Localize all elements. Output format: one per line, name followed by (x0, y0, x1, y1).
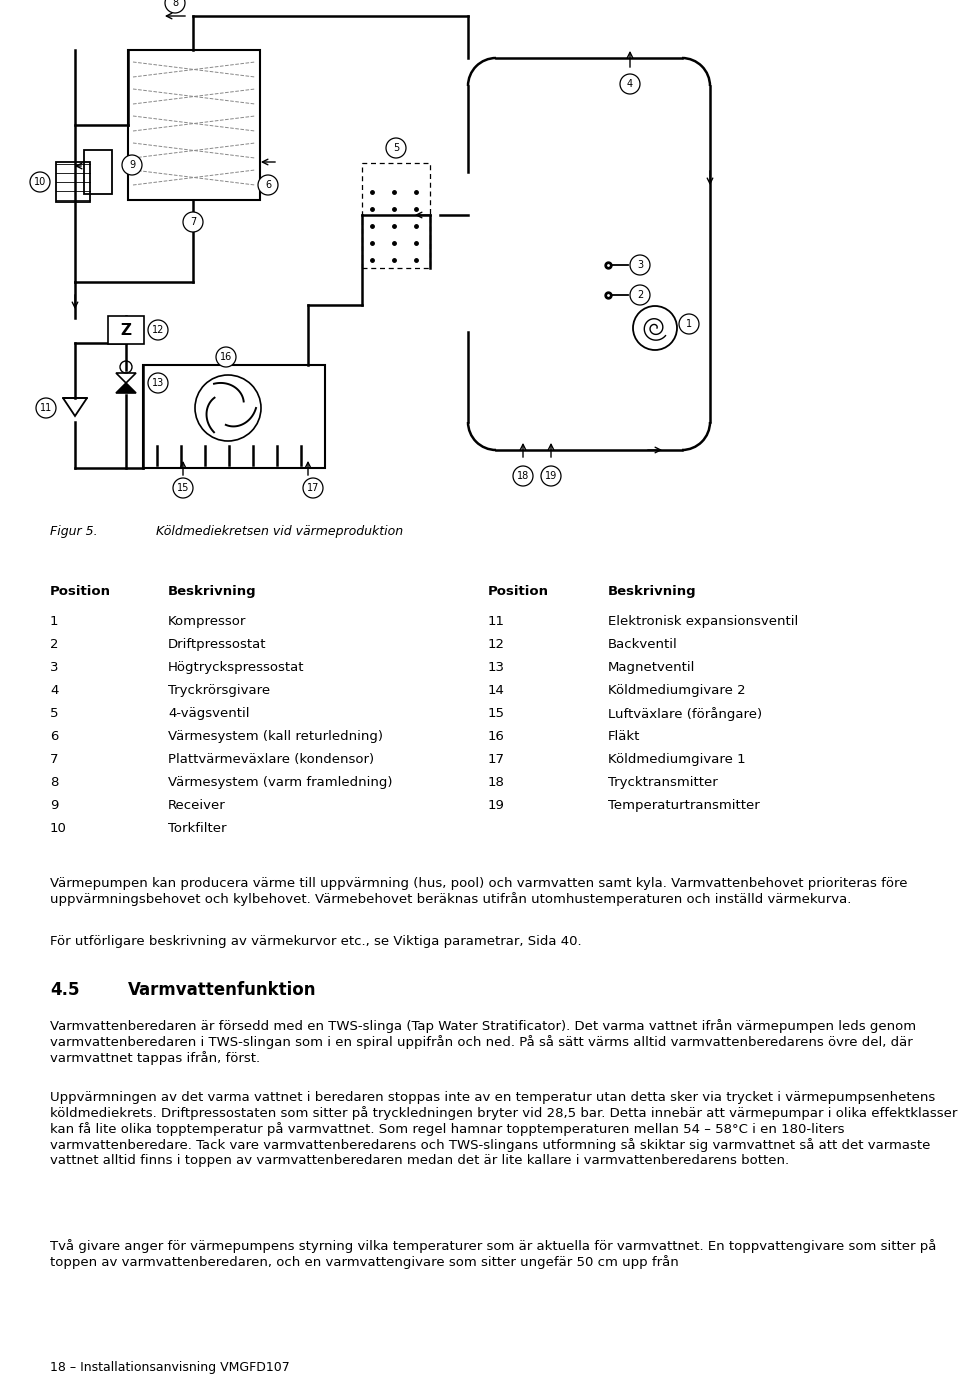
Bar (362, 162, 430, 268)
Text: 6: 6 (50, 730, 59, 743)
Text: Z: Z (121, 322, 132, 337)
Text: Receiver: Receiver (168, 799, 226, 812)
Circle shape (620, 74, 640, 94)
Text: 18: 18 (488, 776, 505, 788)
Text: 17: 17 (488, 754, 505, 766)
Text: Köldmediumgivare 1: Köldmediumgivare 1 (608, 754, 746, 766)
Text: Backventil: Backventil (608, 638, 678, 651)
Text: 3: 3 (50, 661, 59, 675)
Circle shape (165, 0, 185, 12)
Text: 11: 11 (40, 403, 52, 414)
Text: 12: 12 (488, 638, 505, 651)
Text: Beskrivning: Beskrivning (608, 584, 697, 598)
Text: 18 – Installationsanvisning VMGFD107: 18 – Installationsanvisning VMGFD107 (50, 1362, 290, 1374)
Bar (128, 50, 260, 200)
Text: Varmvattenfunktion: Varmvattenfunktion (128, 981, 317, 999)
Text: 4: 4 (627, 79, 633, 89)
Text: 7: 7 (190, 217, 196, 228)
Circle shape (183, 212, 203, 232)
Bar (56, 162, 90, 203)
Text: Trycktransmitter: Trycktransmitter (608, 776, 718, 788)
Text: Beskrivning: Beskrivning (168, 584, 256, 598)
Circle shape (148, 321, 168, 340)
Text: Köldmediumgivare 2: Köldmediumgivare 2 (608, 684, 746, 697)
Circle shape (386, 137, 406, 158)
Text: Temperaturtransmitter: Temperaturtransmitter (608, 799, 759, 812)
Text: 13: 13 (488, 661, 505, 675)
Bar (143, 365, 325, 468)
Text: 2: 2 (50, 638, 59, 651)
Text: Varmvattenberedaren är försedd med en TWS-slinga (Tap Water Stratificator). Det : Varmvattenberedaren är försedd med en TW… (50, 1019, 916, 1066)
Text: 18: 18 (516, 471, 529, 482)
Text: 16: 16 (488, 730, 505, 743)
Text: 13: 13 (152, 378, 164, 389)
Text: 5: 5 (393, 143, 399, 153)
Circle shape (679, 314, 699, 335)
Text: 8: 8 (50, 776, 59, 788)
Text: 15: 15 (177, 483, 189, 493)
Text: Två givare anger för värmepumpens styrning vilka temperaturer som är aktuella fö: Två givare anger för värmepumpens styrni… (50, 1239, 936, 1269)
Text: Fläkt: Fläkt (608, 730, 640, 743)
Text: Uppvärmningen av det varma vattnet i beredaren stoppas inte av en temperatur uta: Uppvärmningen av det varma vattnet i ber… (50, 1091, 957, 1167)
Text: Tryckrörsgivare: Tryckrörsgivare (168, 684, 270, 697)
Circle shape (303, 477, 323, 498)
Text: 9: 9 (50, 799, 59, 812)
Circle shape (513, 466, 533, 486)
Text: 6: 6 (265, 180, 271, 190)
Text: 10: 10 (34, 178, 46, 187)
Text: Kompressor: Kompressor (168, 615, 247, 627)
Text: 17: 17 (307, 483, 319, 493)
Text: 15: 15 (488, 706, 505, 720)
Text: 3: 3 (636, 260, 643, 271)
Circle shape (148, 373, 168, 393)
Circle shape (30, 172, 50, 192)
Text: Luftväxlare (förångare): Luftväxlare (förångare) (608, 706, 762, 720)
Text: Driftpressostat: Driftpressostat (168, 638, 267, 651)
Bar (108, 316, 144, 344)
Text: 1: 1 (50, 615, 59, 627)
Circle shape (630, 285, 650, 305)
Text: För utförligare beskrivning av värmekurvor etc., se Viktiga parametrar, Sida 40.: För utförligare beskrivning av värmekurv… (50, 936, 582, 948)
Text: 4-vägsventil: 4-vägsventil (168, 706, 250, 720)
Text: Värmesystem (kall returledning): Värmesystem (kall returledning) (168, 730, 383, 743)
Text: Värmesystem (varm framledning): Värmesystem (varm framledning) (168, 776, 393, 788)
Text: Position: Position (50, 584, 111, 598)
Text: 9: 9 (129, 160, 135, 169)
Text: Figur 5.: Figur 5. (50, 525, 98, 539)
Text: 19: 19 (488, 799, 505, 812)
Text: 14: 14 (488, 684, 505, 697)
Bar (84, 150, 112, 194)
Text: 11: 11 (488, 615, 505, 627)
Text: Köldmediekretsen vid värmeproduktion: Köldmediekretsen vid värmeproduktion (148, 525, 403, 539)
Circle shape (630, 255, 650, 275)
Circle shape (36, 398, 56, 418)
Text: 10: 10 (50, 822, 67, 836)
Text: 16: 16 (220, 353, 232, 362)
Text: Elektronisk expansionsventil: Elektronisk expansionsventil (608, 615, 799, 627)
Polygon shape (116, 383, 136, 393)
Circle shape (258, 175, 278, 194)
Circle shape (122, 155, 142, 175)
Text: 2: 2 (636, 290, 643, 300)
Circle shape (173, 477, 193, 498)
Text: 12: 12 (152, 325, 164, 335)
Text: 8: 8 (172, 0, 178, 8)
Text: Magnetventil: Magnetventil (608, 661, 695, 675)
Text: 7: 7 (50, 754, 59, 766)
Text: Torkfilter: Torkfilter (168, 822, 227, 836)
Text: 4.5: 4.5 (50, 981, 80, 999)
Circle shape (541, 466, 561, 486)
Text: Plattvärmeväxlare (kondensor): Plattvärmeväxlare (kondensor) (168, 754, 374, 766)
Text: 5: 5 (50, 706, 59, 720)
Circle shape (216, 347, 236, 366)
Text: 1: 1 (686, 319, 692, 329)
Text: 4: 4 (50, 684, 59, 697)
Text: Värmepumpen kan producera värme till uppvärmning (hus, pool) och varmvatten samt: Värmepumpen kan producera värme till upp… (50, 877, 907, 906)
Text: Högtryckspressostat: Högtryckspressostat (168, 661, 304, 675)
Text: Position: Position (488, 584, 549, 598)
Text: 19: 19 (545, 471, 557, 482)
